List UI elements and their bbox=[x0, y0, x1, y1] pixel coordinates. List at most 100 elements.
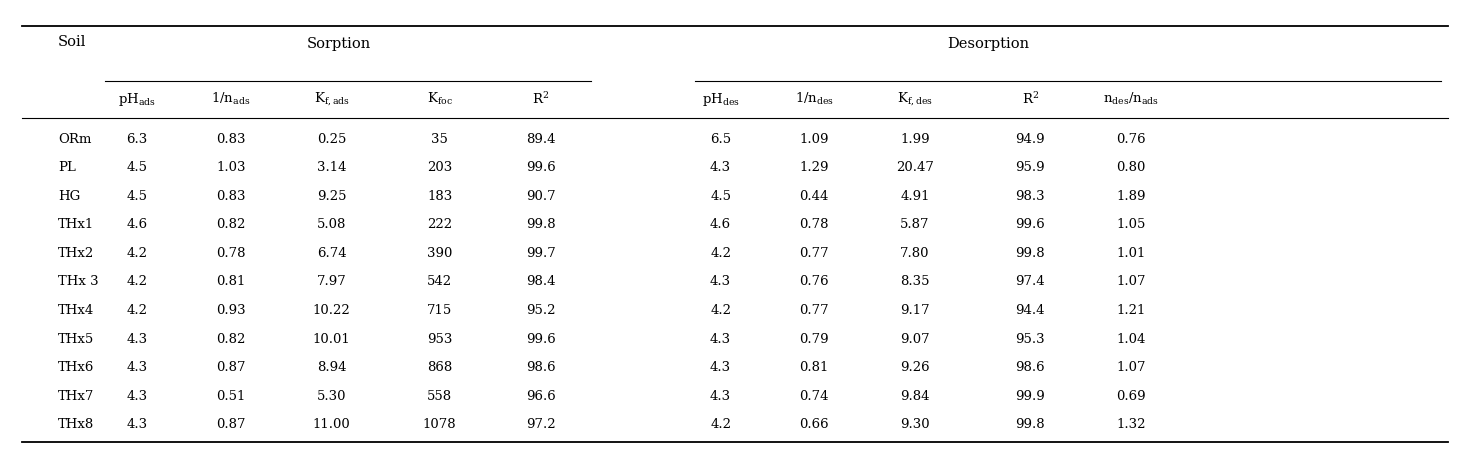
Text: 1.89: 1.89 bbox=[1116, 190, 1147, 203]
Text: 9.25: 9.25 bbox=[318, 190, 347, 203]
Text: THx 3: THx 3 bbox=[57, 275, 98, 288]
Text: 390: 390 bbox=[426, 247, 453, 260]
Text: 6.74: 6.74 bbox=[318, 247, 347, 260]
Text: 1.01: 1.01 bbox=[1117, 247, 1145, 260]
Text: 35: 35 bbox=[431, 132, 448, 146]
Text: 0.80: 0.80 bbox=[1117, 161, 1145, 174]
Text: 94.9: 94.9 bbox=[1016, 132, 1045, 146]
Text: 11.00: 11.00 bbox=[313, 419, 350, 431]
Text: 95.2: 95.2 bbox=[526, 304, 556, 317]
Text: 99.8: 99.8 bbox=[1016, 247, 1045, 260]
Text: 558: 558 bbox=[428, 390, 453, 403]
Text: 89.4: 89.4 bbox=[526, 132, 556, 146]
Text: 1.05: 1.05 bbox=[1117, 218, 1145, 231]
Text: 94.4: 94.4 bbox=[1016, 304, 1045, 317]
Text: 222: 222 bbox=[428, 218, 453, 231]
Text: R$^{\mathregular{2}}$: R$^{\mathregular{2}}$ bbox=[532, 91, 550, 107]
Text: 0.44: 0.44 bbox=[800, 190, 829, 203]
Text: 203: 203 bbox=[428, 161, 453, 174]
Text: n$_{\mathregular{des}}$/n$_{\mathregular{ads}}$: n$_{\mathregular{des}}$/n$_{\mathregular… bbox=[1102, 91, 1160, 107]
Text: THx7: THx7 bbox=[57, 390, 94, 403]
Text: 6.3: 6.3 bbox=[126, 132, 148, 146]
Text: 99.9: 99.9 bbox=[1016, 390, 1045, 403]
Text: 1.07: 1.07 bbox=[1116, 361, 1147, 374]
Text: 98.3: 98.3 bbox=[1016, 190, 1045, 203]
Text: THx1: THx1 bbox=[57, 218, 94, 231]
Text: 10.01: 10.01 bbox=[313, 333, 350, 346]
Text: 0.25: 0.25 bbox=[318, 132, 347, 146]
Text: 4.2: 4.2 bbox=[710, 304, 731, 317]
Text: 4.3: 4.3 bbox=[710, 390, 731, 403]
Text: 868: 868 bbox=[428, 361, 453, 374]
Text: 99.7: 99.7 bbox=[526, 247, 556, 260]
Text: 99.6: 99.6 bbox=[526, 333, 556, 346]
Text: pH$_{\mathregular{ads}}$: pH$_{\mathregular{ads}}$ bbox=[118, 91, 156, 108]
Text: 9.26: 9.26 bbox=[900, 361, 931, 374]
Text: 715: 715 bbox=[428, 304, 453, 317]
Text: HG: HG bbox=[57, 190, 81, 203]
Text: 9.30: 9.30 bbox=[900, 419, 931, 431]
Text: 0.83: 0.83 bbox=[216, 190, 245, 203]
Text: 4.5: 4.5 bbox=[710, 190, 731, 203]
Text: THx2: THx2 bbox=[57, 247, 94, 260]
Text: 4.2: 4.2 bbox=[710, 247, 731, 260]
Text: 0.77: 0.77 bbox=[800, 304, 829, 317]
Text: R$^{\mathregular{2}}$: R$^{\mathregular{2}}$ bbox=[1022, 91, 1039, 107]
Text: 9.17: 9.17 bbox=[900, 304, 931, 317]
Text: 1.04: 1.04 bbox=[1117, 333, 1145, 346]
Text: 99.6: 99.6 bbox=[526, 161, 556, 174]
Text: 5.30: 5.30 bbox=[318, 390, 347, 403]
Text: 4.3: 4.3 bbox=[710, 275, 731, 288]
Text: 99.8: 99.8 bbox=[526, 218, 556, 231]
Text: 1.99: 1.99 bbox=[900, 132, 931, 146]
Text: 0.74: 0.74 bbox=[800, 390, 829, 403]
Text: 8.35: 8.35 bbox=[900, 275, 931, 288]
Text: 10.22: 10.22 bbox=[313, 304, 350, 317]
Text: 98.6: 98.6 bbox=[1016, 361, 1045, 374]
Text: 1.29: 1.29 bbox=[800, 161, 829, 174]
Text: 183: 183 bbox=[428, 190, 453, 203]
Text: 4.5: 4.5 bbox=[126, 190, 147, 203]
Text: 5.87: 5.87 bbox=[900, 218, 931, 231]
Text: THx4: THx4 bbox=[57, 304, 94, 317]
Text: 0.76: 0.76 bbox=[1116, 132, 1147, 146]
Text: 95.3: 95.3 bbox=[1016, 333, 1045, 346]
Text: 4.3: 4.3 bbox=[710, 161, 731, 174]
Text: 97.2: 97.2 bbox=[526, 419, 556, 431]
Text: 0.51: 0.51 bbox=[216, 390, 245, 403]
Text: 953: 953 bbox=[426, 333, 453, 346]
Text: 0.78: 0.78 bbox=[216, 247, 245, 260]
Text: 3.14: 3.14 bbox=[318, 161, 347, 174]
Text: 1.32: 1.32 bbox=[1116, 419, 1147, 431]
Text: 4.3: 4.3 bbox=[126, 333, 147, 346]
Text: 0.78: 0.78 bbox=[800, 218, 829, 231]
Text: 0.82: 0.82 bbox=[216, 218, 245, 231]
Text: THx5: THx5 bbox=[57, 333, 94, 346]
Text: 1/n$_{\mathregular{des}}$: 1/n$_{\mathregular{des}}$ bbox=[795, 91, 833, 107]
Text: 4.2: 4.2 bbox=[710, 419, 731, 431]
Text: 4.2: 4.2 bbox=[126, 304, 147, 317]
Text: 96.6: 96.6 bbox=[526, 390, 556, 403]
Text: 4.6: 4.6 bbox=[710, 218, 731, 231]
Text: 7.80: 7.80 bbox=[900, 247, 931, 260]
Text: ORm: ORm bbox=[57, 132, 91, 146]
Text: 0.87: 0.87 bbox=[216, 419, 245, 431]
Text: Soil: Soil bbox=[57, 35, 87, 50]
Text: 0.69: 0.69 bbox=[1116, 390, 1147, 403]
Text: 4.3: 4.3 bbox=[126, 419, 147, 431]
Text: PL: PL bbox=[57, 161, 76, 174]
Text: 9.07: 9.07 bbox=[900, 333, 931, 346]
Text: 9.84: 9.84 bbox=[900, 390, 931, 403]
Text: 4.3: 4.3 bbox=[126, 361, 147, 374]
Text: K$_{\mathregular{f,des}}$: K$_{\mathregular{f,des}}$ bbox=[897, 91, 933, 107]
Text: 4.3: 4.3 bbox=[710, 361, 731, 374]
Text: 0.82: 0.82 bbox=[216, 333, 245, 346]
Text: 4.3: 4.3 bbox=[710, 333, 731, 346]
Text: 1.21: 1.21 bbox=[1117, 304, 1145, 317]
Text: 4.6: 4.6 bbox=[126, 218, 147, 231]
Text: 8.94: 8.94 bbox=[318, 361, 347, 374]
Text: Sorption: Sorption bbox=[307, 37, 370, 51]
Text: THx6: THx6 bbox=[57, 361, 94, 374]
Text: 6.5: 6.5 bbox=[710, 132, 731, 146]
Text: 1.09: 1.09 bbox=[800, 132, 829, 146]
